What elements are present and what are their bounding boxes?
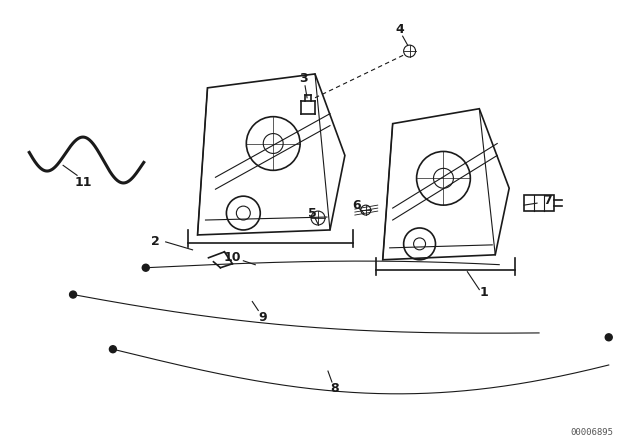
Text: 11: 11 <box>74 176 92 189</box>
Text: 7: 7 <box>543 194 552 207</box>
Circle shape <box>142 264 149 271</box>
Circle shape <box>605 334 612 341</box>
Text: 3: 3 <box>299 73 307 86</box>
Text: 00006895: 00006895 <box>571 428 614 437</box>
Text: 8: 8 <box>331 383 339 396</box>
Circle shape <box>109 346 116 353</box>
Circle shape <box>70 291 77 298</box>
Text: 5: 5 <box>308 207 316 220</box>
Text: 6: 6 <box>353 198 361 211</box>
Text: 2: 2 <box>151 235 160 248</box>
Text: 9: 9 <box>258 311 267 324</box>
Text: 10: 10 <box>223 251 241 264</box>
Text: 1: 1 <box>480 286 489 299</box>
Text: 4: 4 <box>396 23 404 36</box>
